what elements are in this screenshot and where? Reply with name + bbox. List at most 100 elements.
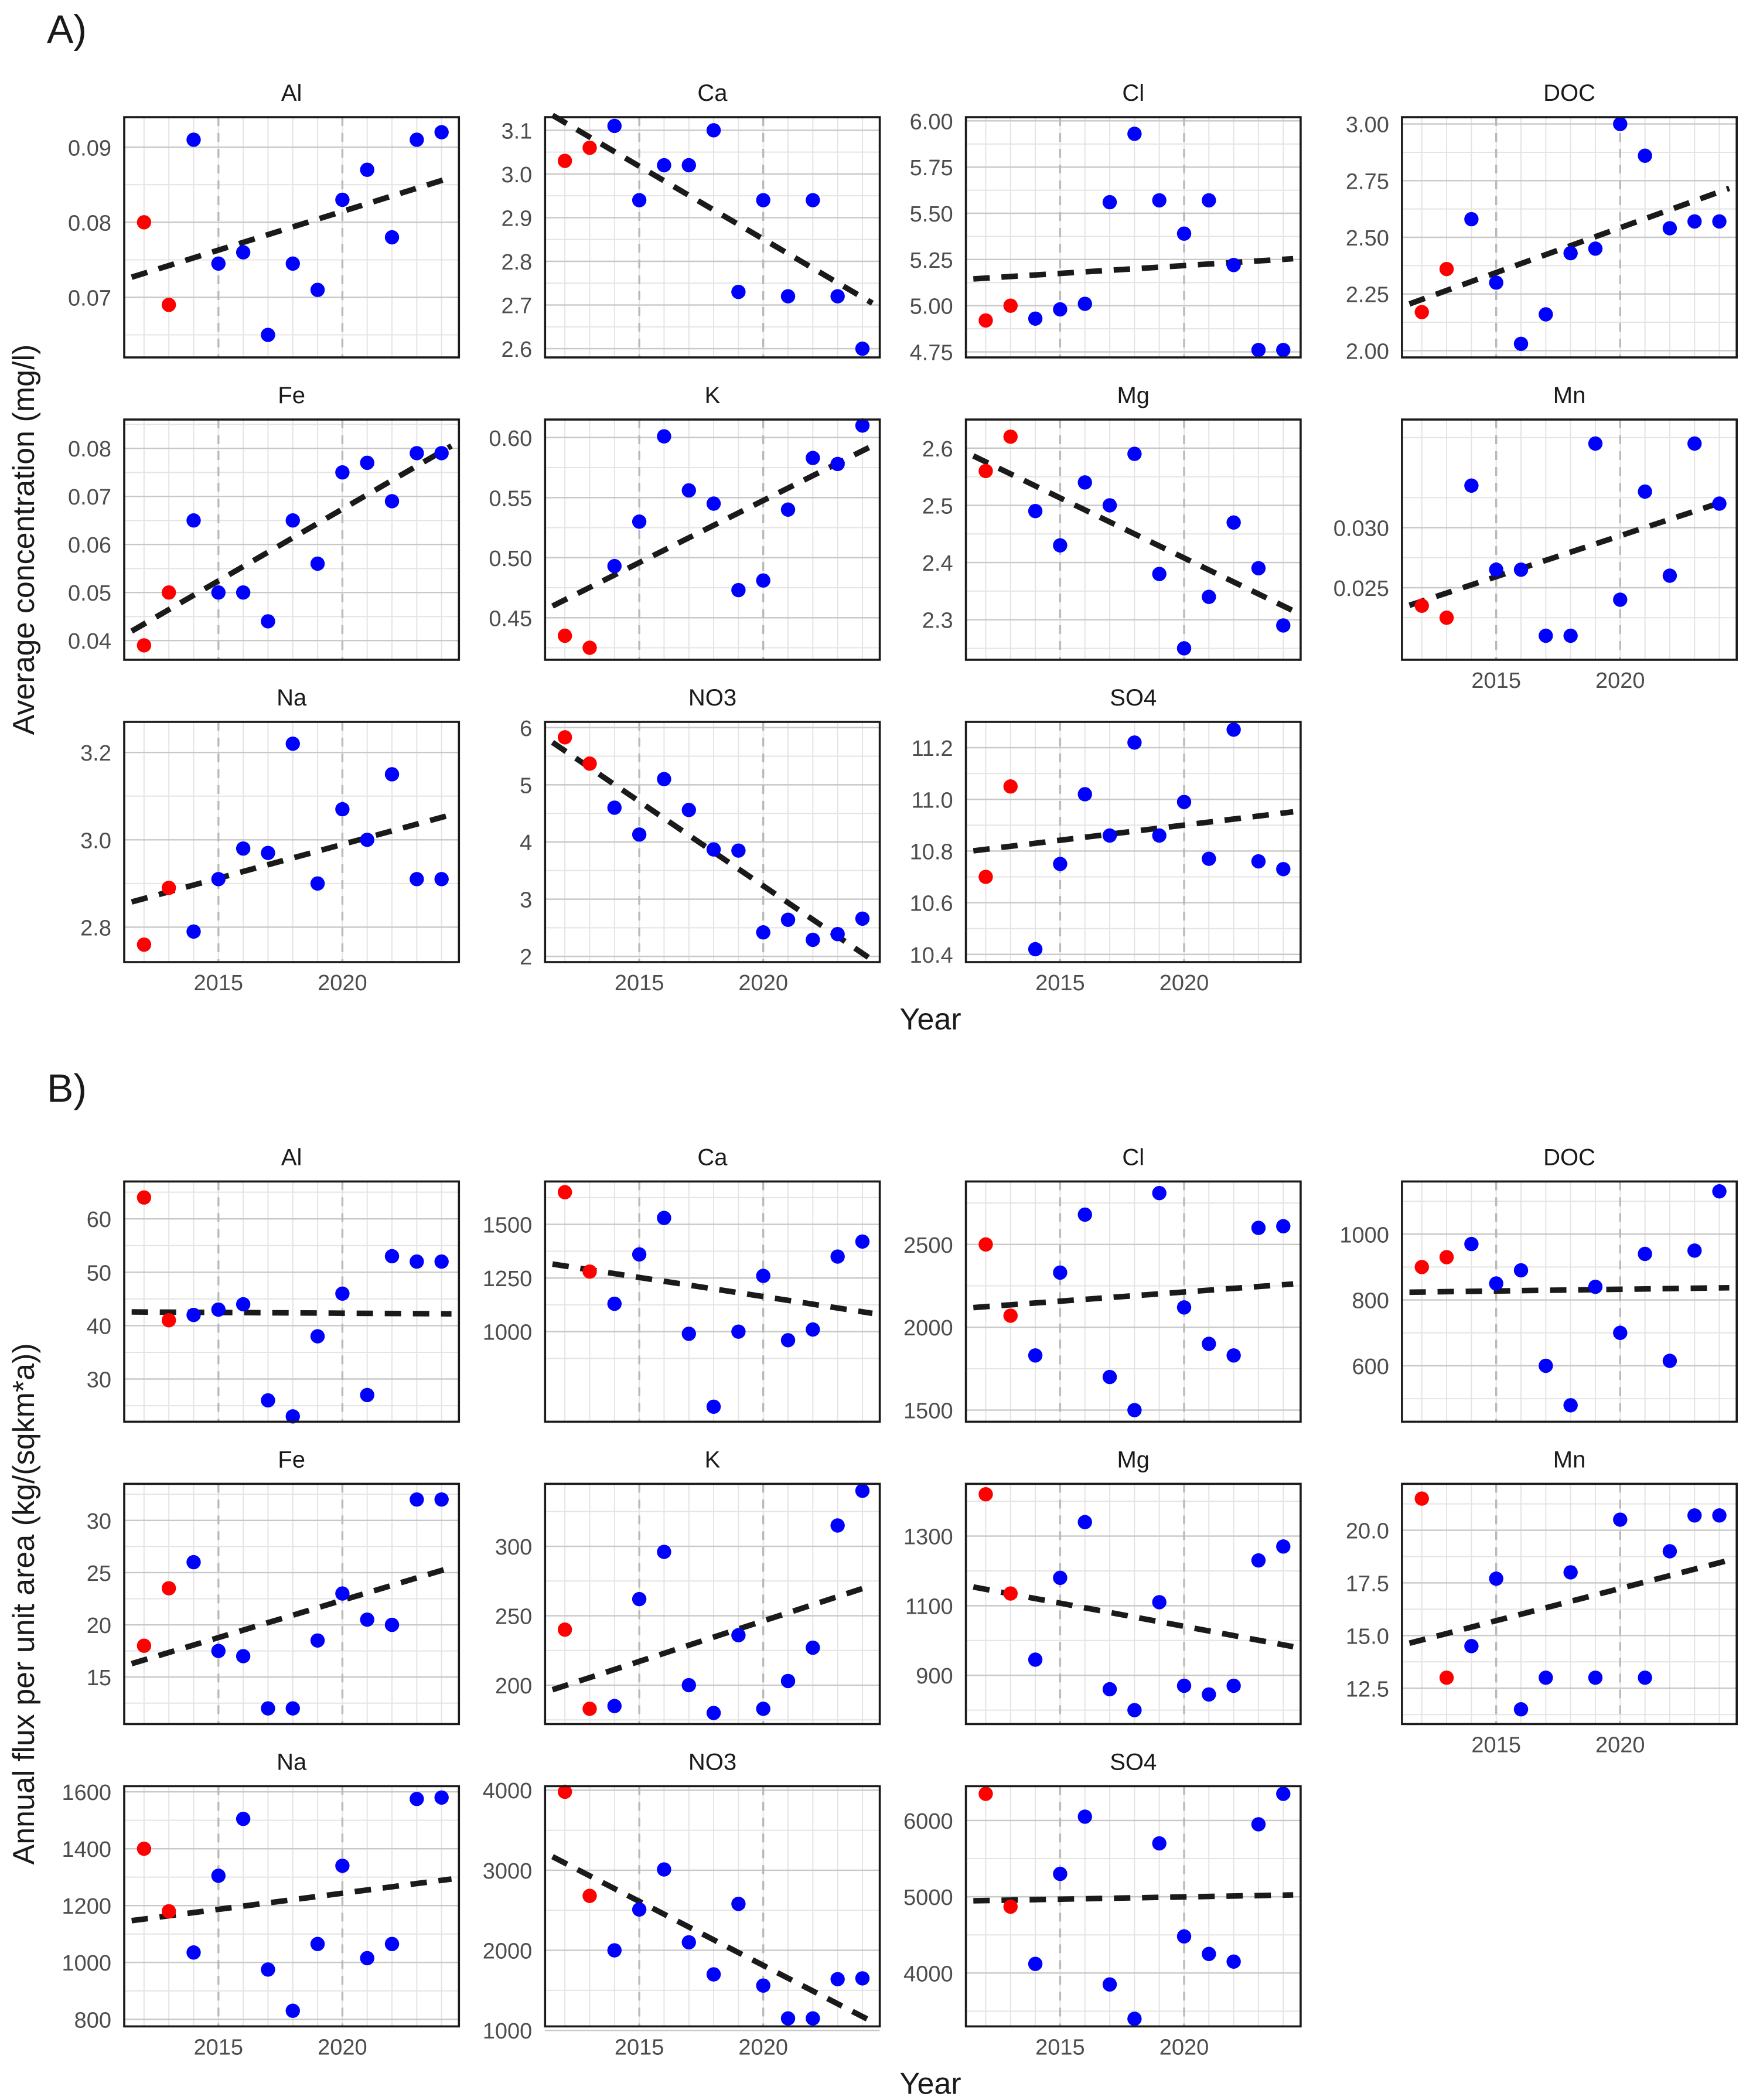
svg-text:2020: 2020: [1595, 669, 1645, 693]
svg-text:5.00: 5.00: [910, 295, 953, 319]
svg-text:2020: 2020: [318, 971, 367, 996]
svg-text:2500: 2500: [903, 1233, 953, 1258]
svg-text:3.0: 3.0: [501, 163, 532, 188]
svg-text:0.60: 0.60: [489, 427, 532, 451]
svg-text:2.50: 2.50: [1346, 226, 1389, 251]
svg-text:Mg: Mg: [1117, 1447, 1150, 1472]
svg-text:0.05: 0.05: [68, 581, 111, 606]
svg-text:2020: 2020: [1159, 971, 1209, 996]
svg-text:0.07: 0.07: [68, 287, 111, 311]
svg-text:Average concentration (mg/l): Average concentration (mg/l): [7, 345, 41, 735]
svg-text:Fe: Fe: [278, 1447, 305, 1472]
svg-text:30: 30: [87, 1368, 111, 1393]
svg-text:K: K: [705, 383, 721, 408]
svg-text:800: 800: [74, 2008, 111, 2033]
svg-text:5.50: 5.50: [910, 202, 953, 227]
svg-text:Ca: Ca: [697, 80, 728, 106]
svg-text:12.5: 12.5: [1346, 1677, 1389, 1702]
svg-text:Al: Al: [281, 1144, 302, 1170]
svg-text:2.00: 2.00: [1346, 339, 1389, 364]
svg-text:30: 30: [87, 1509, 111, 1534]
svg-text:Mg: Mg: [1117, 383, 1150, 408]
svg-text:0.08: 0.08: [68, 437, 111, 462]
svg-text:DOC: DOC: [1543, 80, 1595, 106]
svg-text:Mn: Mn: [1553, 1447, 1586, 1472]
svg-text:2020: 2020: [318, 2035, 367, 2060]
svg-text:1000: 1000: [483, 1321, 533, 1345]
svg-text:15: 15: [87, 1666, 111, 1690]
svg-text:4000: 4000: [483, 1779, 533, 1804]
svg-text:1000: 1000: [62, 1951, 111, 1976]
svg-text:Year: Year: [900, 1003, 961, 1037]
svg-text:0.030: 0.030: [1333, 517, 1389, 541]
svg-text:2020: 2020: [1595, 1733, 1645, 1757]
svg-text:Na: Na: [277, 1749, 307, 1775]
svg-text:6: 6: [520, 717, 532, 741]
svg-text:Al: Al: [281, 80, 302, 106]
svg-text:5.25: 5.25: [910, 248, 953, 273]
svg-text:800: 800: [1352, 1289, 1389, 1314]
svg-text:1200: 1200: [62, 1894, 111, 1919]
svg-text:3.0: 3.0: [80, 829, 111, 853]
svg-text:B): B): [47, 1066, 87, 1111]
svg-text:10.4: 10.4: [910, 943, 953, 968]
svg-text:1000: 1000: [483, 2019, 533, 2044]
svg-text:600: 600: [1352, 1355, 1389, 1379]
svg-text:1250: 1250: [483, 1267, 533, 1291]
svg-text:5: 5: [520, 773, 532, 798]
svg-text:900: 900: [916, 1664, 953, 1689]
svg-text:10.8: 10.8: [910, 840, 953, 864]
svg-text:2020: 2020: [738, 971, 788, 996]
svg-text:6.00: 6.00: [910, 110, 953, 134]
svg-text:Mn: Mn: [1553, 383, 1586, 408]
svg-text:NO3: NO3: [688, 1749, 736, 1775]
svg-text:2.9: 2.9: [501, 206, 532, 231]
svg-text:A): A): [47, 7, 87, 52]
svg-text:Cl: Cl: [1122, 1144, 1144, 1170]
svg-text:5.75: 5.75: [910, 156, 953, 180]
svg-text:6000: 6000: [903, 1809, 953, 1834]
svg-text:10.6: 10.6: [910, 892, 953, 916]
svg-text:2.7: 2.7: [501, 294, 532, 319]
svg-text:2015: 2015: [194, 971, 244, 996]
svg-text:0.07: 0.07: [68, 485, 111, 510]
svg-text:2.6: 2.6: [501, 338, 532, 362]
svg-text:2015: 2015: [1471, 1733, 1521, 1757]
svg-text:4.75: 4.75: [910, 341, 953, 366]
svg-text:2015: 2015: [615, 971, 664, 996]
svg-text:5000: 5000: [903, 1886, 953, 1910]
svg-text:2020: 2020: [738, 2035, 788, 2060]
svg-text:Fe: Fe: [278, 383, 305, 408]
svg-text:2.8: 2.8: [501, 250, 532, 275]
svg-text:NO3: NO3: [688, 685, 736, 711]
svg-text:2000: 2000: [483, 1939, 533, 1964]
svg-text:0.025: 0.025: [1333, 577, 1389, 601]
svg-text:Year: Year: [900, 2067, 961, 2097]
svg-text:1600: 1600: [62, 1781, 111, 1805]
svg-text:40: 40: [87, 1314, 111, 1339]
svg-text:2: 2: [520, 945, 532, 970]
svg-text:1500: 1500: [483, 1213, 533, 1238]
svg-text:11.0: 11.0: [911, 788, 953, 813]
svg-text:2000: 2000: [903, 1316, 953, 1341]
svg-text:3.1: 3.1: [501, 119, 532, 144]
svg-text:60: 60: [87, 1208, 111, 1232]
svg-text:1400: 1400: [62, 1838, 111, 1862]
svg-text:250: 250: [495, 1605, 532, 1629]
svg-text:3: 3: [520, 888, 532, 913]
svg-text:3.2: 3.2: [80, 741, 111, 766]
svg-text:50: 50: [87, 1261, 111, 1286]
svg-text:300: 300: [495, 1535, 532, 1560]
svg-text:1500: 1500: [903, 1399, 953, 1424]
svg-text:SO4: SO4: [1110, 685, 1157, 711]
svg-text:25: 25: [87, 1562, 111, 1586]
svg-text:4000: 4000: [903, 1962, 953, 1986]
svg-text:SO4: SO4: [1110, 1749, 1157, 1775]
svg-text:2015: 2015: [1471, 669, 1521, 693]
svg-text:0.08: 0.08: [68, 211, 111, 236]
svg-text:Cl: Cl: [1122, 80, 1144, 106]
svg-text:0.04: 0.04: [68, 629, 111, 654]
svg-text:1000: 1000: [1339, 1223, 1389, 1247]
svg-text:2020: 2020: [1159, 2035, 1209, 2060]
svg-text:17.5: 17.5: [1346, 1571, 1389, 1596]
